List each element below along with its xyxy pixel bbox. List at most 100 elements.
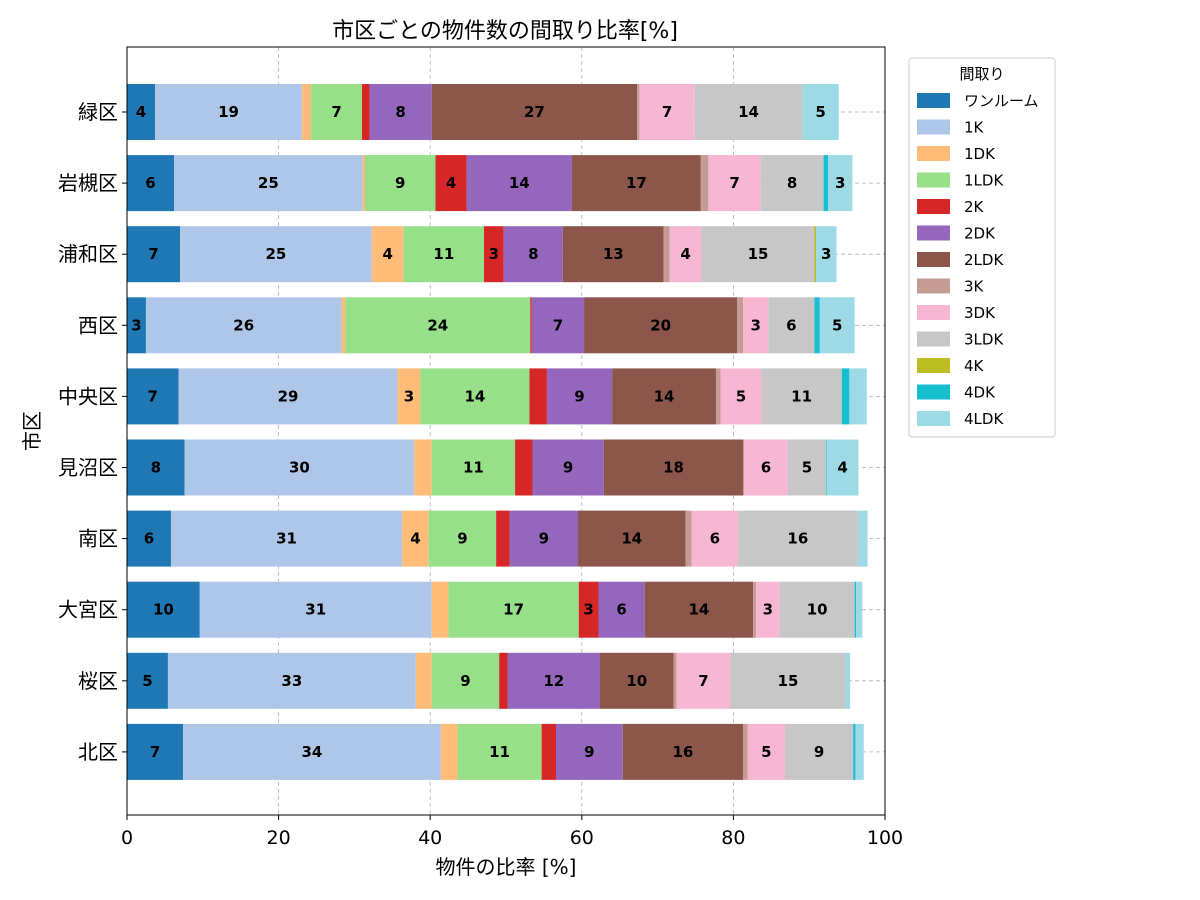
bar-value-label: 5 [832, 316, 842, 334]
category-label: 緑区 [78, 100, 118, 124]
bar-value-label: 6 [761, 459, 771, 477]
bar-segment [127, 155, 174, 212]
bar-segment [784, 723, 854, 780]
bar-segment [779, 581, 855, 638]
bar-segment [720, 368, 762, 425]
bar-segment [826, 439, 859, 496]
legend-swatch [917, 225, 950, 241]
bar-segment [663, 226, 670, 283]
bar-value-label: 4 [680, 245, 690, 263]
bar-segment [768, 297, 815, 354]
legend-label: 4DK [964, 384, 996, 402]
bar-segment [701, 226, 815, 283]
bar-segment [466, 155, 572, 212]
bar-value-label: 6 [616, 601, 626, 619]
bar-value-label: 7 [331, 103, 341, 121]
bar-segment [761, 368, 842, 425]
legend-swatch [917, 305, 950, 320]
bar-segment [415, 652, 432, 709]
bar-value-label: 9 [539, 530, 549, 548]
bar-segment [669, 226, 702, 283]
chart-title: 市区ごとの物件数の間取り比率[%] [332, 19, 678, 44]
bar-value-label: 30 [289, 459, 310, 477]
bars [127, 84, 868, 780]
bar-segment [743, 723, 748, 780]
bar-segment [743, 439, 745, 496]
bar-segment [816, 226, 837, 283]
bar-value-label: 18 [663, 459, 684, 477]
bar-value-label: 17 [626, 174, 647, 192]
bar-segment [362, 155, 366, 212]
bar-segment [457, 723, 542, 780]
bar-value-label: 4 [837, 459, 847, 477]
bar-segment [546, 368, 613, 425]
bar-segment [529, 368, 547, 425]
bar-value-label: 8 [528, 245, 538, 263]
bar-segment [431, 439, 516, 496]
bar-value-label: 5 [815, 103, 825, 121]
bar-segment [155, 84, 303, 140]
legend-label: 2LDK [964, 251, 1004, 269]
bar-segment [127, 439, 185, 496]
x-tick-label: 80 [721, 827, 745, 849]
legend-swatch [917, 252, 950, 267]
bar-segment [562, 226, 664, 283]
x-tick-label: 60 [570, 827, 594, 849]
bar-value-label: 11 [433, 245, 454, 263]
bar-segment [532, 439, 604, 496]
legend-label: 1LDK [964, 172, 1004, 190]
legend-label: 4K [964, 357, 985, 375]
bar-value-label: 14 [738, 103, 759, 121]
bar-value-label: 8 [787, 174, 797, 192]
bar-segment [599, 652, 674, 709]
bar-value-label: 10 [153, 601, 174, 619]
data-labels: 4 19 7 8 27 7 14 56 25 9 4 14 17 7 8 37 25 4 11 3 8 13 4 15 33 26… [131, 103, 848, 761]
bar-value-label: 5 [142, 672, 152, 690]
bar-segment [507, 652, 600, 709]
bar-segment [853, 723, 856, 780]
bar-value-label: 29 [278, 387, 299, 405]
bar-segment [435, 155, 467, 212]
bar-segment [644, 581, 754, 638]
bar-segment [170, 510, 403, 567]
bar-segment [311, 84, 362, 140]
bar-value-label: 11 [791, 387, 812, 405]
legend-label: 1DK [964, 145, 996, 163]
bar-segment [173, 155, 363, 212]
bar-value-label: 4 [136, 103, 146, 121]
bar-value-label: 10 [626, 672, 647, 690]
bar-value-label: 17 [503, 601, 524, 619]
bar-value-label: 27 [524, 103, 545, 121]
bar-segment [440, 723, 458, 780]
bar-segment [184, 439, 415, 496]
bar-value-label: 3 [404, 387, 414, 405]
bar-value-label: 6 [710, 530, 720, 548]
bar-segment [828, 155, 853, 212]
bar-value-label: 7 [148, 387, 158, 405]
bar-value-label: 9 [584, 743, 594, 761]
bar-value-label: 25 [258, 174, 279, 192]
legend-label: 3K [964, 278, 985, 296]
bar-value-label: 7 [662, 103, 672, 121]
bar-segment [397, 368, 421, 425]
bar-segment [167, 652, 416, 709]
bar-value-label: 16 [787, 530, 808, 548]
bar-segment [744, 439, 788, 496]
bar-segment [743, 297, 769, 354]
plot-frame [126, 46, 886, 816]
bar-value-label: 14 [688, 601, 709, 619]
bar-segment [857, 510, 868, 567]
bar-segment [814, 297, 820, 354]
bar-value-label: 12 [543, 672, 564, 690]
bar-segment [496, 510, 510, 567]
legend-title: 間取り [959, 65, 1004, 83]
bar-segment [371, 226, 404, 283]
bar-segment [854, 581, 857, 638]
bar-segment [694, 84, 803, 140]
bar-value-label: 14 [464, 387, 485, 405]
bar-segment [802, 84, 839, 140]
bar-segment [127, 581, 200, 638]
bar-segment [530, 297, 532, 354]
bar-segment [823, 155, 829, 212]
